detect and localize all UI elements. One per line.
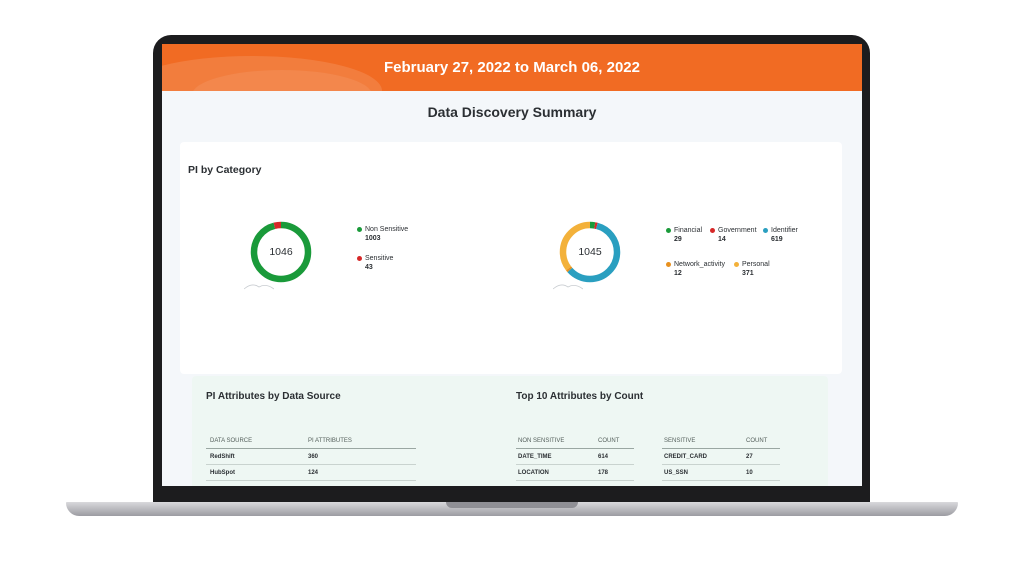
table-row: DATE_TIME 614 <box>516 449 634 465</box>
legend-value: 371 <box>742 270 754 277</box>
table-cell: CREDIT_CARD <box>664 454 708 460</box>
donut-slice-sensitive <box>250 221 312 283</box>
legend-value: 1003 <box>365 235 381 242</box>
table-row: CREDIT_CARD 27 <box>662 449 780 465</box>
legend-item: Identifier 619 <box>763 227 798 243</box>
donut-slice-identifier <box>559 221 621 283</box>
page-title: Data Discovery Summary <box>427 104 597 120</box>
column-header: PI ATTRIBUTES <box>308 438 352 444</box>
legend-item: Network_activity 12 <box>666 261 725 277</box>
legend-dot-icon <box>357 226 362 232</box>
legend-label: Personal <box>742 261 770 268</box>
table-cell: DATE_TIME <box>518 454 552 460</box>
legend-value: 12 <box>674 270 682 277</box>
sensitive-table: SENSITIVE COUNT CREDIT_CARD 27 US_SSN 10 <box>662 434 780 481</box>
legend-item: Sensitive 43 <box>357 255 393 271</box>
legend-label: Financial <box>674 227 703 234</box>
column-header: DATA SOURCE <box>210 438 253 444</box>
top-attributes-title: Top 10 Attributes by Count <box>516 391 644 402</box>
sensitivity-donut-svg <box>250 221 312 283</box>
legend-label: Identifier <box>771 227 798 234</box>
column-header: NON SENSITIVE <box>518 438 565 444</box>
laptop-base <box>66 502 958 516</box>
legend-value: 43 <box>365 264 373 271</box>
pi-attributes-table: DATA SOURCE PI ATTRIBUTES RedShift 360 H… <box>206 434 416 481</box>
legend-item: Financial 29 <box>666 227 702 243</box>
legend-dot-icon <box>666 261 671 267</box>
legend-value: 14 <box>718 236 726 243</box>
table-cell: 27 <box>746 454 753 460</box>
table-cell: 10 <box>746 470 753 476</box>
legend-item: Non Sensitive 1003 <box>357 226 408 242</box>
legend-dot-icon <box>763 227 768 233</box>
legend-item: Personal 371 <box>734 261 770 277</box>
legend-label: Network_activity <box>674 261 725 268</box>
table-row: RedShift 360 <box>206 449 416 465</box>
column-header: COUNT <box>746 438 768 444</box>
column-header: COUNT <box>598 438 620 444</box>
legend-label: Sensitive <box>365 255 394 262</box>
legend-dot-icon <box>666 227 671 233</box>
pi-by-category-title: PI by Category <box>188 164 262 176</box>
table-row: US_SSN 10 <box>662 465 780 481</box>
table-cell: RedShift <box>210 454 235 460</box>
legend-label: Government <box>718 227 757 234</box>
donut-total: 1045 <box>578 246 602 258</box>
sensitivity-donut-chart: 1046 <box>249 220 313 284</box>
table-row: LOCATION 178 <box>516 465 634 481</box>
pi-attributes-title: PI Attributes by Data Source <box>206 391 341 402</box>
table-cell: 360 <box>308 454 319 460</box>
donut-total: 1046 <box>269 246 293 258</box>
laptop-screen: February 27, 2022 to March 06, 2022 Data… <box>162 44 862 486</box>
table-row: HubSpot 124 <box>206 465 416 481</box>
donut-slice-personal <box>559 221 621 283</box>
legend-item: Government 14 <box>710 227 757 243</box>
table-cell: 124 <box>308 470 319 476</box>
table-cell: 614 <box>598 454 609 460</box>
date-range: February 27, 2022 to March 06, 2022 <box>384 59 640 76</box>
header-wave-decoration-2 <box>192 70 372 91</box>
table-cell: HubSpot <box>210 470 235 476</box>
pi-by-category-card <box>180 142 842 374</box>
legend-dot-icon <box>710 227 715 233</box>
legend-dot-icon <box>357 255 362 261</box>
laptop-notch <box>446 502 578 508</box>
non-sensitive-table: NON SENSITIVE COUNT DATE_TIME 614 LOCATI… <box>516 434 634 481</box>
donut-shadow-decoration <box>244 284 274 290</box>
attributes-panel <box>192 376 828 486</box>
table-header-row: SENSITIVE COUNT <box>662 434 780 449</box>
column-header: SENSITIVE <box>664 438 696 444</box>
legend-dot-icon <box>734 261 739 267</box>
table-header-row: DATA SOURCE PI ATTRIBUTES <box>206 434 416 449</box>
legend-value: 619 <box>771 236 783 243</box>
table-cell: US_SSN <box>664 470 689 476</box>
legend-label: Non Sensitive <box>365 226 409 233</box>
legend-value: 29 <box>674 236 682 243</box>
category-donut-svg <box>559 221 621 283</box>
table-cell: 178 <box>598 470 609 476</box>
table-cell: LOCATION <box>518 470 549 476</box>
donut-shadow-decoration <box>553 284 583 290</box>
table-header-row: NON SENSITIVE COUNT <box>516 434 634 449</box>
category-donut-chart: 1045 <box>558 220 622 284</box>
report-header: February 27, 2022 to March 06, 2022 <box>162 44 862 91</box>
